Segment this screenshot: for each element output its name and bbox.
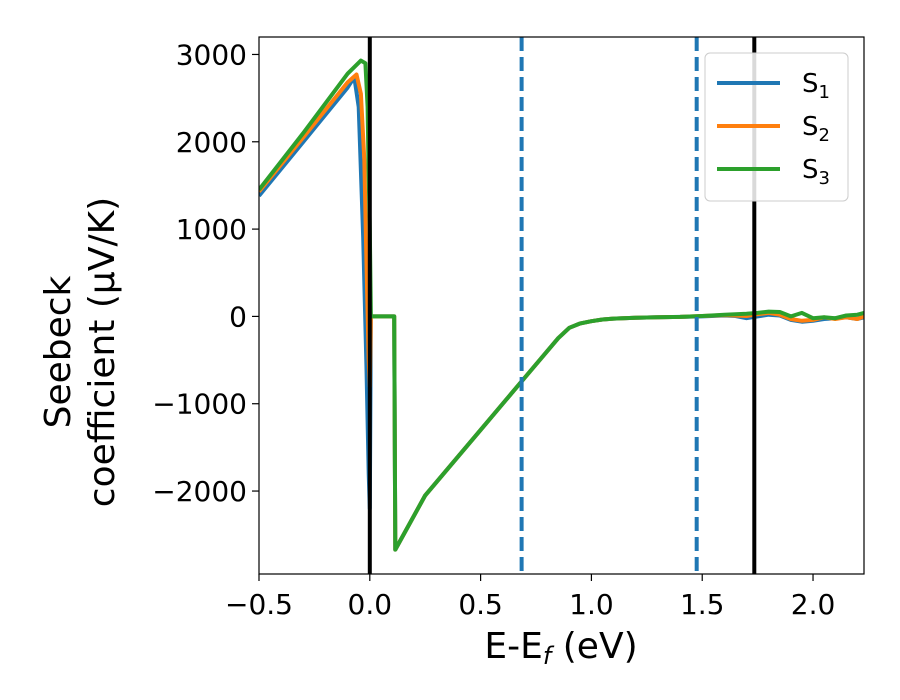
x-axis-label: E-Ef (eV) bbox=[484, 626, 637, 670]
x-ticks: −0.5 0.0 0.5 1.0 1.5 2.0 bbox=[225, 574, 835, 621]
y-ticks: −2000 −1000 0 1000 2000 3000 bbox=[152, 38, 259, 508]
y-tick-label: 1000 bbox=[176, 213, 247, 246]
y-axis-label-line2: coefficient (μV/K) bbox=[82, 197, 123, 507]
legend: S1 S2 S3 bbox=[704, 52, 849, 202]
y-tick-label: −2000 bbox=[152, 475, 247, 508]
y-tick-label: 0 bbox=[229, 300, 247, 333]
y-axis-label-line1: Seebeck bbox=[38, 275, 79, 428]
legend-label-s3: S3 bbox=[802, 155, 830, 189]
plot-frame bbox=[258, 36, 865, 575]
legend-label-s2: S2 bbox=[802, 112, 830, 146]
x-tick-label: 0.0 bbox=[348, 588, 393, 621]
y-tick-label: 2000 bbox=[176, 126, 247, 159]
y-tick-label: −1000 bbox=[152, 388, 247, 421]
x-tick-label: 1.0 bbox=[569, 588, 614, 621]
x-tick-label: 1.5 bbox=[680, 588, 725, 621]
y-axis-label: Seebeck coefficient (μV/K) bbox=[38, 197, 123, 507]
y-tick-label: 3000 bbox=[176, 38, 247, 71]
x-tick-label: −0.5 bbox=[225, 588, 293, 621]
x-tick-label: 0.5 bbox=[458, 588, 503, 621]
legend-label-s1: S1 bbox=[802, 69, 830, 103]
x-tick-label: 2.0 bbox=[791, 588, 836, 621]
